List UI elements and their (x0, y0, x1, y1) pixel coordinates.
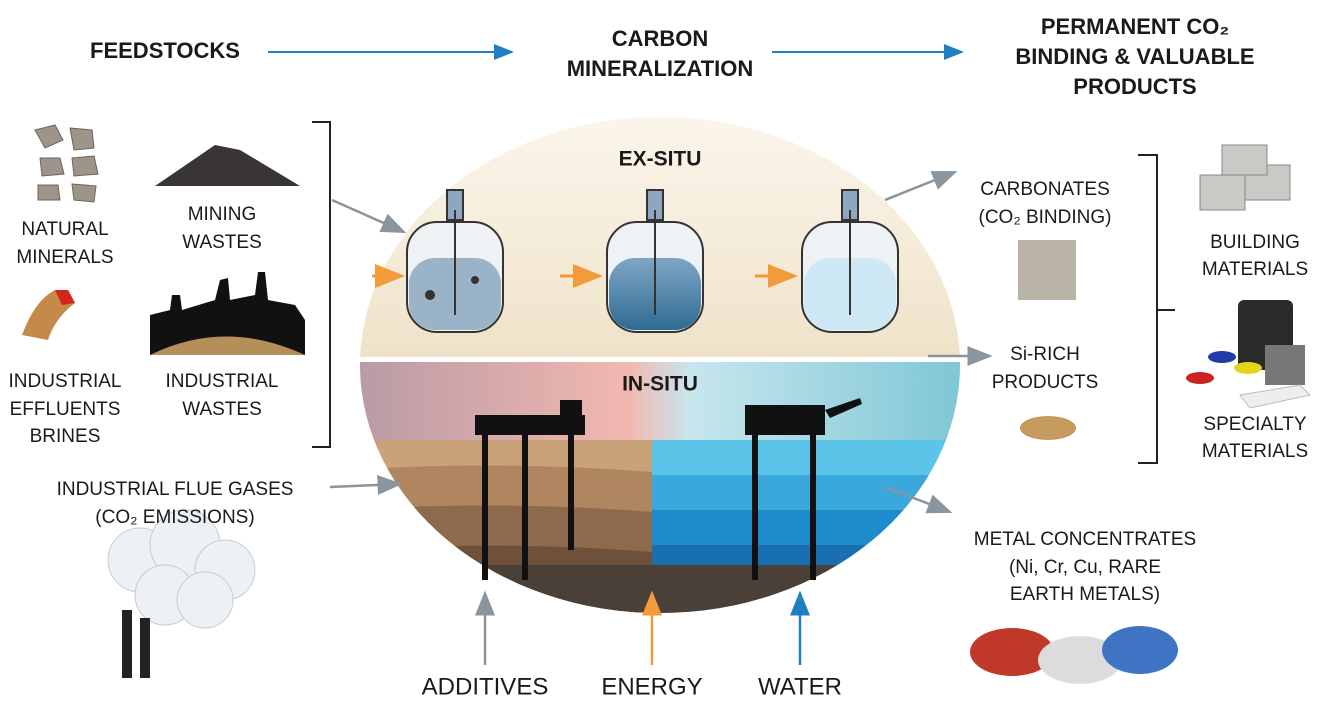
product-label: CARBONATES (980, 179, 1110, 200)
feedstock-label: INDUSTRIAL FLUE GASES (57, 479, 294, 500)
carbonates-icon (1018, 240, 1076, 300)
feedstock-label: EFFLUENTS (10, 399, 121, 420)
product-label: SPECIALTY (1203, 414, 1306, 435)
product-label: BUILDING (1210, 232, 1300, 253)
product-label: MATERIALS (1202, 441, 1308, 462)
effluent-icon (55, 290, 75, 305)
flow-arrow (884, 485, 953, 514)
reactors (406, 189, 899, 333)
feedstock-label: INDUSTRIAL (9, 371, 122, 392)
product-label: (Ni, Cr, Cu, RARE (1009, 557, 1161, 578)
stage-title: PERMANENT CO₂ (1041, 14, 1229, 39)
input-label: WATER (758, 673, 842, 700)
feedstock-label: BRINES (30, 426, 101, 447)
sand-icon (1020, 416, 1076, 440)
industrial-icon (150, 272, 305, 355)
feedstock-label: NATURAL (21, 219, 108, 240)
product-label: (CO₂ BINDING) (979, 207, 1112, 228)
feedstock-label: MINING (188, 204, 257, 225)
stage-title: FEEDSTOCKS (90, 38, 240, 63)
process-ellipse (360, 117, 960, 613)
powders-icon (970, 626, 1178, 684)
process-label: EX-SITU (619, 148, 702, 171)
feedstock-label: WASTES (182, 399, 262, 420)
rocks-icon (34, 124, 99, 203)
flow-arrow (329, 474, 403, 495)
feedstock-label: INDUSTRIAL (166, 371, 279, 392)
chimney-icon (140, 618, 150, 678)
blocks-icon (1199, 144, 1291, 211)
product-label: METAL CONCENTRATES (974, 529, 1196, 550)
chimney-icon (122, 610, 132, 678)
stage-title: MINERALIZATION (567, 56, 754, 81)
bracket (312, 121, 331, 448)
flow-arrow (331, 198, 407, 234)
product-label: PRODUCTS (992, 372, 1099, 393)
flow-arrow (884, 170, 958, 202)
stage-title: CARBON (612, 26, 709, 51)
feedstock-label: (CO₂ EMISSIONS) (95, 507, 254, 528)
product-label: MATERIALS (1202, 259, 1308, 280)
input-label: ENERGY (601, 673, 702, 700)
stage-title: BINDING & VALUABLE (1015, 44, 1254, 69)
input-label: ADDITIVES (422, 673, 549, 700)
bracket (1138, 154, 1175, 464)
feedstock-label: MINERALS (16, 247, 113, 268)
mining-pile-icon (155, 145, 300, 186)
platforms (475, 398, 862, 580)
feedstock-label: WASTES (182, 232, 262, 253)
product-label: EARTH METALS) (1010, 584, 1160, 605)
product-label: Si-RICH (1010, 344, 1080, 365)
stage-title: PRODUCTS (1073, 74, 1196, 99)
smoke-icon (107, 509, 256, 629)
process-label: IN-SITU (622, 373, 698, 396)
specialty-icon (1186, 300, 1312, 409)
